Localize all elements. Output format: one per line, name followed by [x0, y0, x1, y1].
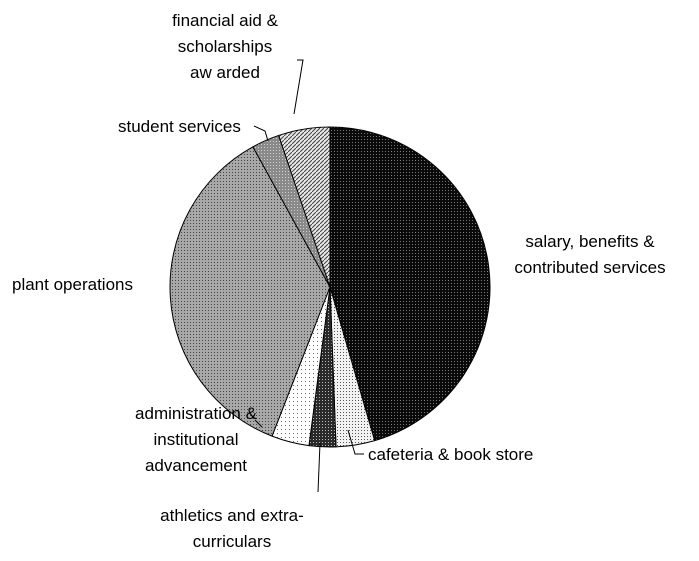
slice-label: student services — [118, 117, 241, 136]
slice-label: salary, benefits & contributed services — [514, 232, 665, 277]
pie-slice — [329, 126, 491, 442]
leader-lines — [253, 59, 364, 493]
slice-label: athletics and extra-curriculars — [160, 506, 304, 551]
slice-label: financial aid & scholarships aw arded — [172, 11, 279, 82]
pie-slice — [169, 146, 331, 437]
leader-line — [293, 59, 304, 115]
slice-label: cafeteria & book store — [368, 445, 533, 464]
leader-line — [347, 429, 364, 455]
leader-line — [253, 125, 269, 142]
leader-line — [254, 419, 263, 428]
pie-slice — [278, 126, 331, 288]
slice-label: plant operations — [12, 275, 133, 294]
slice-label: administration & institutional advancement — [135, 404, 258, 475]
leader-line — [317, 442, 321, 493]
slice-labels: salary, benefits & contributed services ca… — [12, 11, 666, 551]
pie-slices — [169, 126, 491, 448]
